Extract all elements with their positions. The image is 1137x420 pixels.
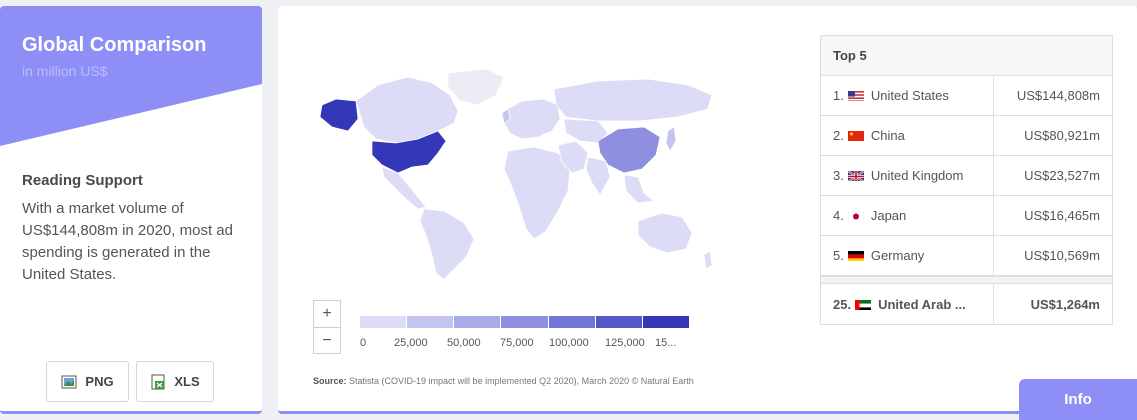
table-row[interactable]: 5. Germany US$10,569m [821,236,1112,276]
country-cell: 4. Japan [821,196,994,235]
source-label: Source: [313,376,347,386]
download-xls-button[interactable]: XLS [136,361,214,402]
table-row[interactable]: 4. Japan US$16,465m [821,196,1112,236]
map-panel: + − 0 25,000 50,000 75,000 100,000 125,000 15.… [278,6,1137,414]
uae-flag-icon [855,299,872,310]
legend-label: 15... [655,337,677,349]
se-asia-region [623,174,655,204]
country-cell: 3. United Kingdom [821,156,994,195]
zoom-in-button[interactable]: + [322,305,332,322]
color-legend: 0 25,000 50,000 75,000 100,000 125,000 15... [360,316,690,353]
legend-label: 25,000 [394,337,428,349]
legend-label: 0 [360,337,367,349]
japan-flag-icon [847,210,864,221]
legend-labels: 0 25,000 50,000 75,000 100,000 125,000 15... [360,337,690,353]
uk-region [501,108,511,124]
us-flag-icon [847,90,864,101]
legend-label: 75,000 [500,337,534,349]
table-separator [821,276,1112,284]
legend-swatch [407,316,455,328]
india-region [585,156,611,196]
top5-table: Top 5 1. United States US$144,808m 2. China U… [820,35,1113,325]
zoom-controls: + − [313,300,341,354]
china-region [597,126,661,174]
table-row[interactable]: 1. United States US$144,808m [821,76,1112,116]
country-name: Japan [870,208,907,223]
value-cell: US$1,264m [1030,296,1100,312]
spreadsheet-icon [151,374,165,389]
australia-region [637,212,693,254]
rank-label: 3. [833,168,844,183]
value-cell: US$23,527m [1024,168,1100,183]
country-name: United States [870,88,949,103]
rank-label: 1. [833,88,844,103]
country-name: United Kingdom [870,168,964,183]
table-row[interactable]: 3. United Kingdom US$23,527m [821,156,1112,196]
legend-bar [360,316,690,328]
world-map[interactable] [308,61,728,281]
table-row[interactable]: 2. China US$80,921m [821,116,1112,156]
country-cell: 2. China [821,116,994,155]
panel-subtitle: in million US$ [22,63,108,79]
value-cell: US$80,921m [1024,128,1100,143]
country-cell: 5. Germany [821,236,994,275]
info-button[interactable]: Info [1019,379,1137,420]
rank-label: 5. [833,248,844,263]
south-america-region [419,208,475,280]
mexico-region [381,166,427,210]
rank-label: 25. [833,296,852,312]
legend-swatch [454,316,502,328]
china-flag-icon [847,130,864,141]
greenland-region [447,68,505,106]
legend-swatch [360,316,408,328]
value-cell: US$10,569m [1024,248,1100,263]
europe-region [503,98,561,140]
reading-support-text: With a market volume of US$144,808m in 2… [22,200,233,283]
png-label: PNG [85,374,114,389]
rank-label: 4. [833,208,844,223]
usa-region [371,130,447,174]
legend-swatch [595,316,643,328]
canada-region [355,76,459,144]
legend-label: 50,000 [447,337,481,349]
africa-region [503,146,571,240]
panel-header: Global Comparison in million US$ [0,6,262,151]
panel-title: Global Comparison [22,34,207,56]
legend-swatch [548,316,596,328]
country-cell: 25. United Arab ... [821,284,994,324]
value-cell: US$16,465m [1024,208,1100,223]
alaska-region [319,98,359,132]
country-name: United Arab ... [878,296,966,312]
country-name: Germany [870,248,925,263]
download-png-button[interactable]: PNG [46,361,129,402]
middle-east-region [557,140,589,174]
xls-label: XLS [174,374,200,389]
global-comparison-panel: Global Comparison in million US$ Reading… [0,6,262,414]
germany-flag-icon [847,250,864,261]
rank-label: 2. [833,128,844,143]
top5-header: Top 5 [821,36,1112,76]
country-name: China [870,128,905,143]
japan-region [665,126,677,152]
legend-swatch [501,316,549,328]
uk-flag-icon [847,170,864,181]
reading-support-title: Reading Support [22,172,143,189]
legend-label: 100,000 [549,337,589,349]
russia-region [553,78,713,122]
source-note: Source: Statista (COVID-19 impact will b… [313,376,694,386]
value-cell: US$144,808m [1016,88,1100,103]
highlight-row[interactable]: 25. United Arab ... US$1,264m [821,284,1112,324]
legend-swatch [642,316,690,328]
image-file-icon [61,375,77,388]
country-cell: 1. United States [821,76,994,115]
legend-label: 125,000 [605,337,645,349]
zoom-out-button[interactable]: − [314,327,340,353]
new-zealand-region [703,250,713,270]
source-text: Statista (COVID-19 impact will be implem… [349,376,694,386]
